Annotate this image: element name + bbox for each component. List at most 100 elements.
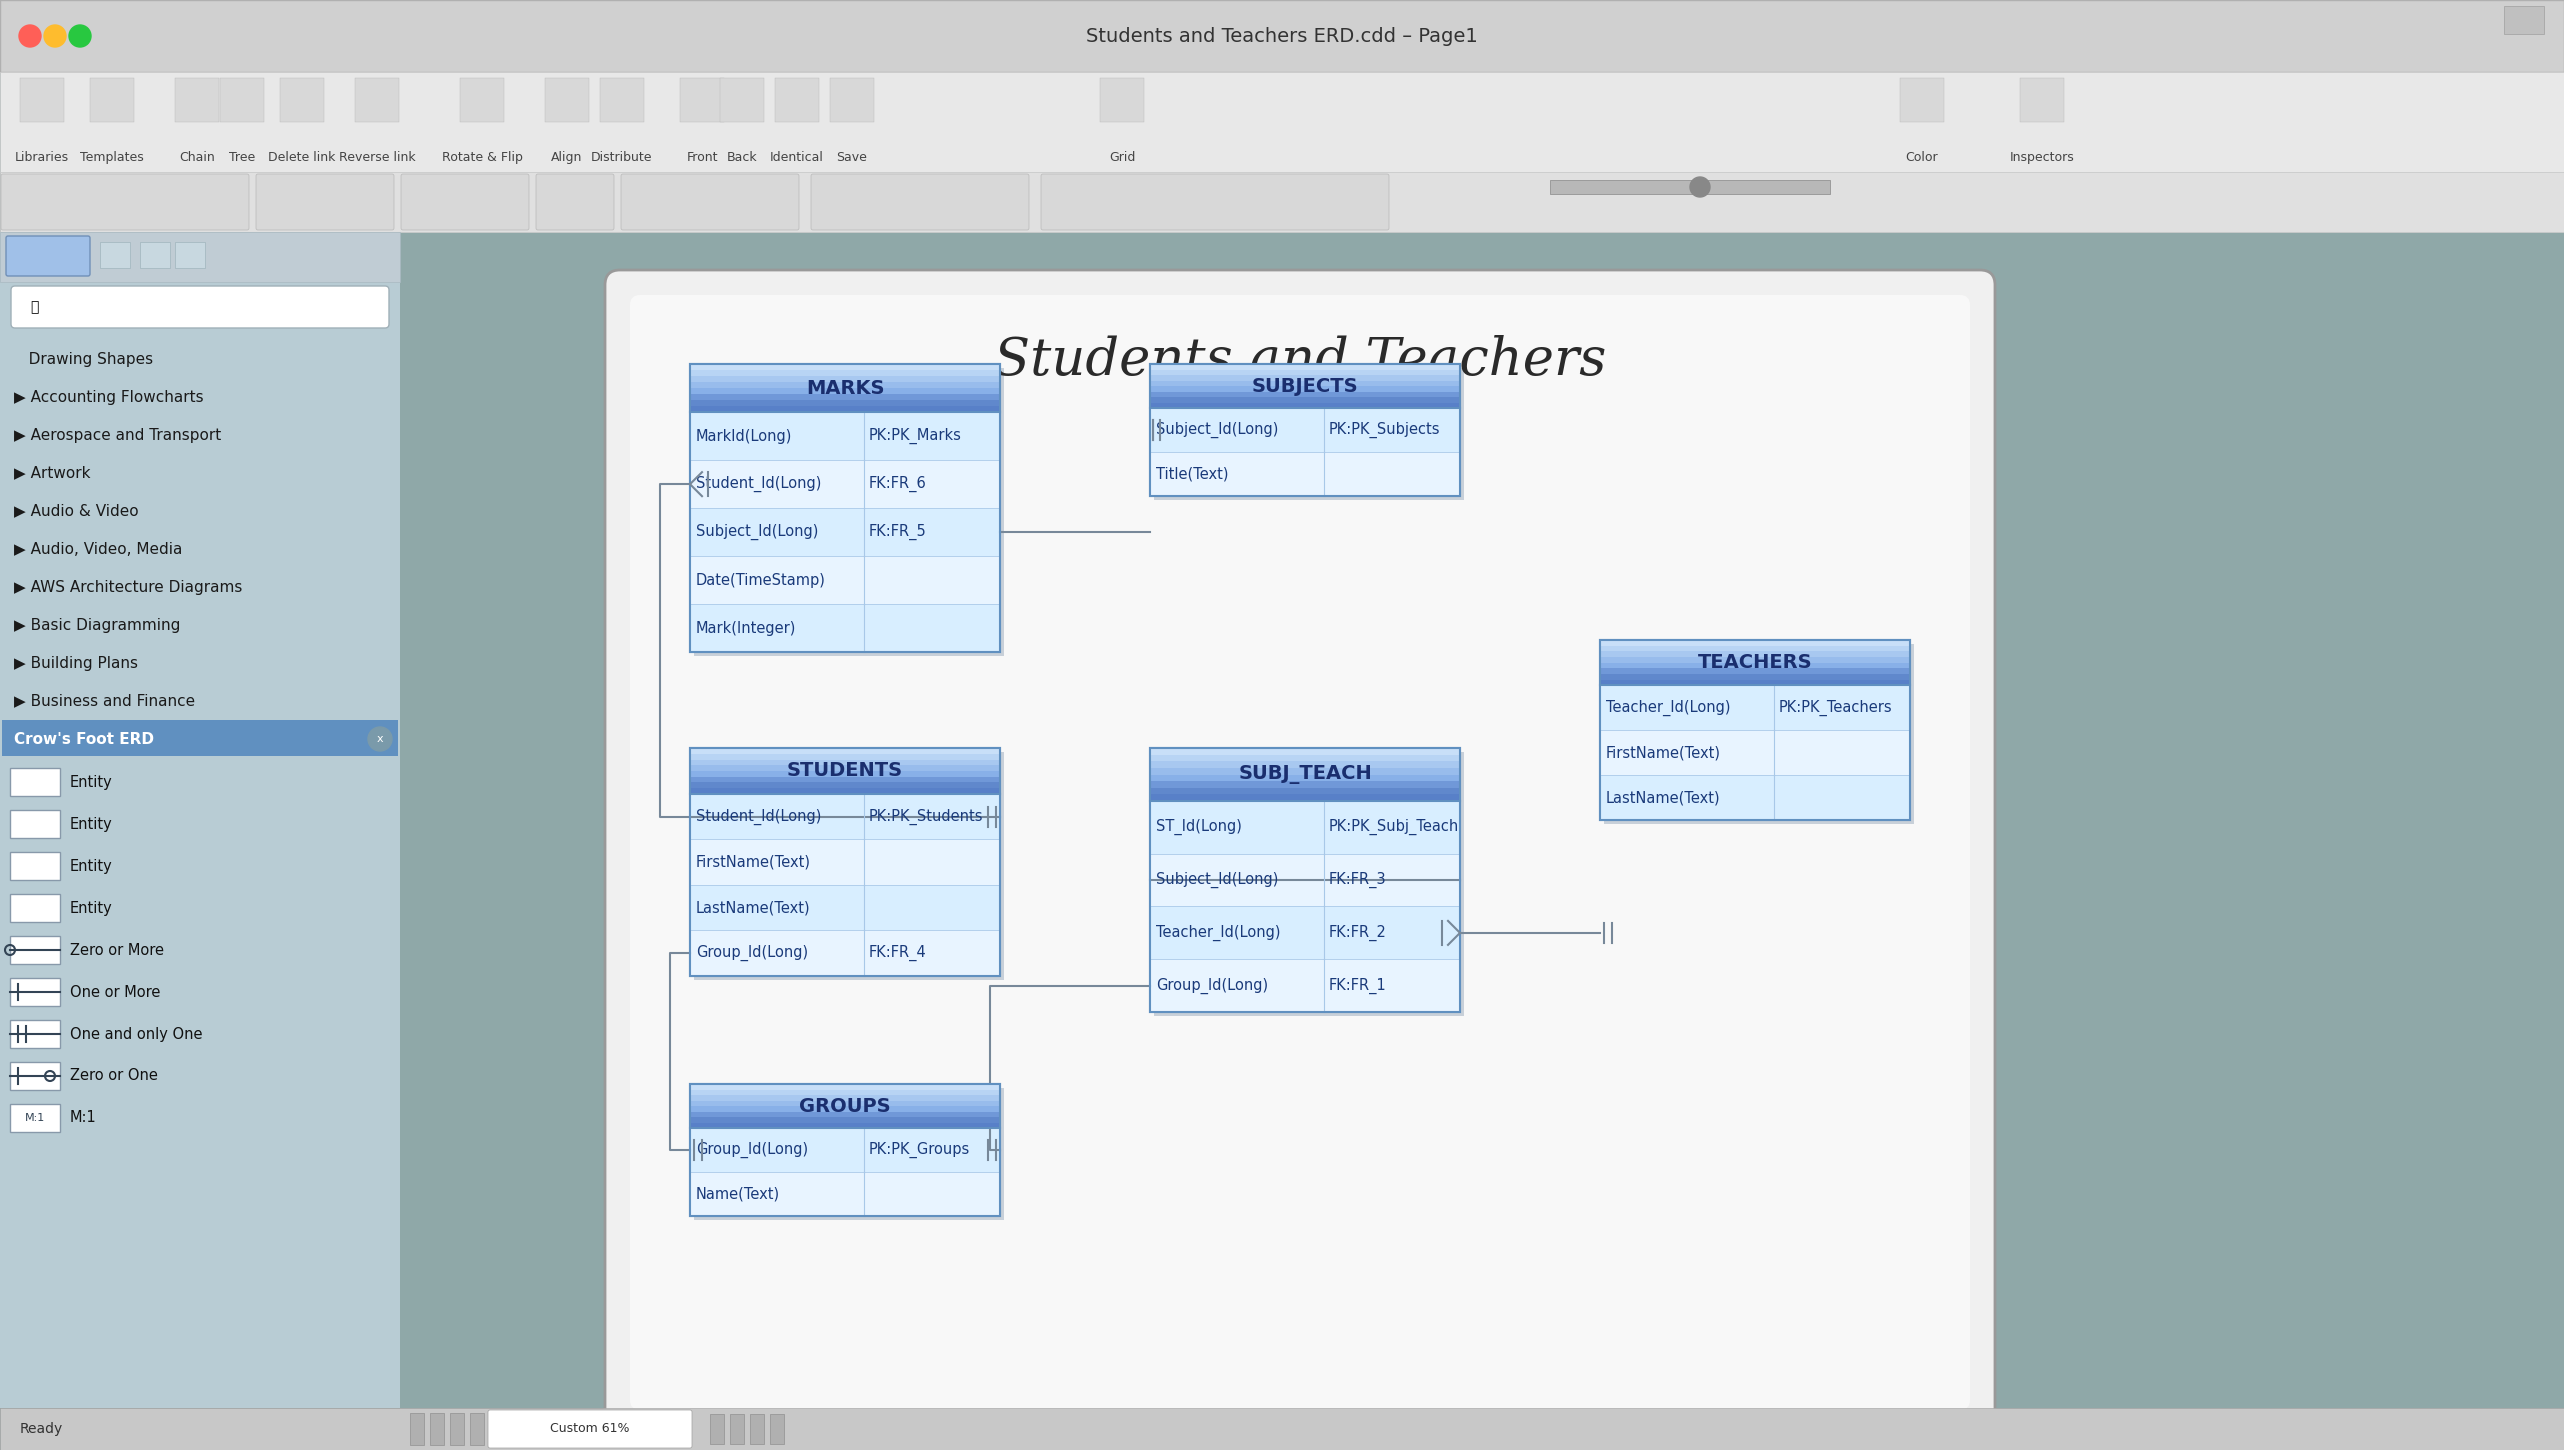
Bar <box>690 748 1000 976</box>
Bar <box>690 400 1000 406</box>
Bar <box>0 1408 2564 1450</box>
Bar <box>0 232 400 1408</box>
Bar <box>1600 639 1910 821</box>
Text: Name(Text): Name(Text) <box>695 1186 779 1202</box>
Text: Back: Back <box>726 151 756 164</box>
Text: ▶ Artwork: ▶ Artwork <box>13 465 90 480</box>
Bar <box>690 370 1000 376</box>
Bar <box>10 1061 59 1090</box>
Bar <box>10 1103 59 1132</box>
Bar <box>1151 748 1459 1012</box>
Text: FK:FR_3: FK:FR_3 <box>1328 871 1387 889</box>
Text: Save: Save <box>836 151 867 164</box>
Text: Mark(Integer): Mark(Integer) <box>695 621 797 635</box>
Bar <box>10 768 59 796</box>
Bar <box>1600 651 1910 657</box>
Bar <box>10 937 59 964</box>
Bar <box>690 412 1000 460</box>
Bar <box>1600 680 1910 686</box>
Bar <box>690 783 1000 787</box>
Text: ST_Id(Long): ST_Id(Long) <box>1156 819 1241 835</box>
Text: PK:PK_Students: PK:PK_Students <box>869 809 982 825</box>
Bar <box>1151 364 1459 496</box>
Text: STUDENTS: STUDENTS <box>787 761 903 780</box>
Bar <box>1151 782 1459 787</box>
Bar <box>690 1085 1000 1217</box>
Bar <box>1551 180 1831 194</box>
Bar <box>10 977 59 1006</box>
Bar <box>690 1095 1000 1101</box>
Bar <box>1154 368 1464 500</box>
Bar <box>0 232 400 281</box>
Bar <box>546 78 590 122</box>
Text: ▶ Business and Finance: ▶ Business and Finance <box>13 693 195 709</box>
Text: LastName(Text): LastName(Text) <box>695 900 810 915</box>
Text: Entity: Entity <box>69 774 113 789</box>
Bar <box>451 1412 464 1446</box>
Bar <box>695 368 1005 657</box>
Bar <box>1600 668 1910 674</box>
Bar <box>1600 639 1910 821</box>
Text: Crow's Foot ERD: Crow's Foot ERD <box>13 731 154 747</box>
Text: Subject_Id(Long): Subject_Id(Long) <box>1156 871 1279 889</box>
Text: Group_Id(Long): Group_Id(Long) <box>695 945 808 961</box>
Text: FK:FR_5: FK:FR_5 <box>869 523 926 541</box>
Bar <box>695 753 1005 980</box>
Text: Chain: Chain <box>179 151 215 164</box>
Bar <box>690 1101 1000 1106</box>
Bar <box>831 78 874 122</box>
Text: FK:FR_1: FK:FR_1 <box>1328 977 1387 993</box>
Text: Teacher_Id(Long): Teacher_Id(Long) <box>1605 699 1731 716</box>
Bar <box>1600 657 1910 663</box>
Bar <box>1151 960 1459 1012</box>
Text: SUBJECTS: SUBJECTS <box>1251 377 1359 396</box>
Bar <box>1151 381 1459 386</box>
Bar <box>690 748 1000 976</box>
Bar <box>1600 776 1910 821</box>
Text: ▶ Aerospace and Transport: ▶ Aerospace and Transport <box>13 428 221 442</box>
Bar <box>141 242 169 268</box>
Bar <box>690 364 1000 652</box>
Bar <box>690 406 1000 412</box>
Text: Title(Text): Title(Text) <box>1156 467 1228 481</box>
Bar <box>690 1085 1000 1089</box>
Text: Delete link: Delete link <box>269 151 336 164</box>
Text: ▶ Basic Diagramming: ▶ Basic Diagramming <box>13 618 179 632</box>
FancyBboxPatch shape <box>631 294 1969 1409</box>
Bar <box>10 853 59 880</box>
Text: Reverse link: Reverse link <box>338 151 415 164</box>
Text: Zero or One: Zero or One <box>69 1069 159 1083</box>
Bar <box>690 376 1000 383</box>
Text: Subject_Id(Long): Subject_Id(Long) <box>1156 422 1279 438</box>
Bar <box>690 748 1000 754</box>
Bar <box>1600 639 1910 645</box>
Text: Color: Color <box>1905 151 1938 164</box>
Text: M:1: M:1 <box>26 1114 46 1122</box>
Text: Student_Id(Long): Student_Id(Long) <box>695 476 820 492</box>
FancyBboxPatch shape <box>1041 174 1390 231</box>
Bar <box>459 78 505 122</box>
Text: FirstName(Text): FirstName(Text) <box>1605 745 1720 760</box>
Bar <box>354 78 400 122</box>
Bar <box>690 771 1000 777</box>
Bar <box>720 78 764 122</box>
Text: 🔍: 🔍 <box>31 300 38 315</box>
Circle shape <box>369 726 392 751</box>
Text: ▶ Audio, Video, Media: ▶ Audio, Video, Media <box>13 541 182 557</box>
Bar <box>3 721 397 755</box>
Circle shape <box>44 25 67 46</box>
Bar <box>695 1088 1005 1219</box>
Bar <box>0 0 2564 72</box>
Bar <box>751 1414 764 1444</box>
Bar <box>1154 753 1464 1016</box>
FancyBboxPatch shape <box>256 174 395 231</box>
Bar <box>690 931 1000 976</box>
Text: Rotate & Flip: Rotate & Flip <box>441 151 523 164</box>
Bar <box>1605 644 1913 824</box>
Text: GROUPS: GROUPS <box>800 1096 890 1115</box>
Circle shape <box>1690 177 1710 197</box>
Bar <box>690 1128 1000 1172</box>
Text: LastName(Text): LastName(Text) <box>1605 790 1720 805</box>
Bar <box>690 1089 1000 1095</box>
Bar <box>1151 370 1459 376</box>
